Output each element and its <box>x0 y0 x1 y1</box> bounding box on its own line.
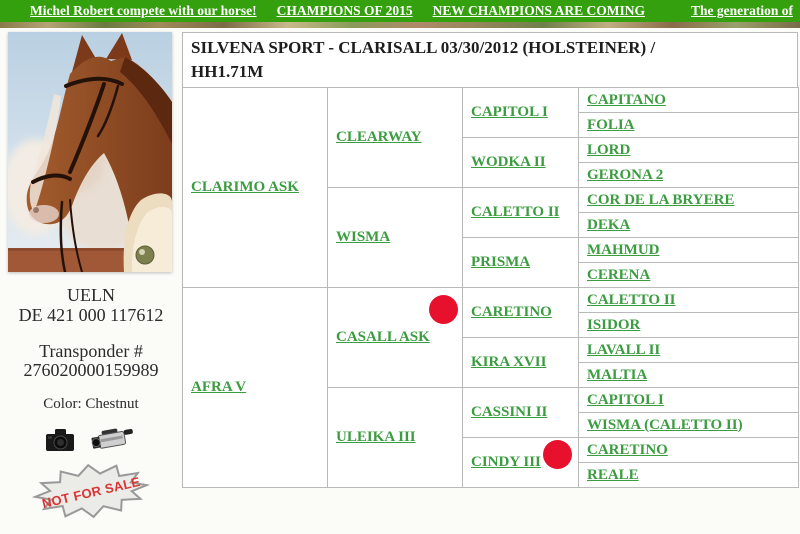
transponder-label: Transponder # <box>39 341 143 361</box>
pedigree-link[interactable]: WISMA <box>336 229 391 245</box>
cell-gen3: CARETINO <box>462 287 579 338</box>
pedigree-link[interactable]: LORD <box>587 141 631 158</box>
page-title: SILVENA SPORT - CLARISALL 03/30/2012 (HO… <box>182 32 798 88</box>
cell-gen4: DEKA <box>578 212 799 238</box>
pedigree-link[interactable]: FOLIA <box>587 116 635 133</box>
cell-gen3: CASSINI II <box>462 387 579 438</box>
cell-gen3: CAPITOL I <box>462 87 579 138</box>
cell-gen4: LORD <box>578 137 799 163</box>
cell-gen4: GERONA 2 <box>578 162 799 188</box>
pedigree-link[interactable]: COR DE LA BRYERE <box>587 191 735 208</box>
pedigree-link[interactable]: CASALL ASK <box>336 329 430 345</box>
pedigree-link[interactable]: CLEARWAY <box>336 129 422 145</box>
cell-gen4: FOLIA <box>578 112 799 138</box>
pedigree-row: ULEIKA III CASSINI II CAPITOL I <box>183 387 799 488</box>
pedigree-link[interactable]: LAVALL II <box>587 341 661 358</box>
cell-gen4: LAVALL II <box>578 337 799 363</box>
pedigree-table: CLARIMO ASK CLEARWAY CAPITOL I CAPITANO … <box>182 87 799 488</box>
pedigree-link[interactable]: CARETINO <box>587 441 668 458</box>
not-for-sale-stamp: NOT FOR SALE <box>29 457 152 527</box>
cell-gen4: CALETTO II <box>578 287 799 313</box>
cell-gen4: CARETINO <box>578 437 799 463</box>
page-title-line2: HH1.71M <box>191 62 264 81</box>
cell-gen4: CAPITANO <box>578 87 799 113</box>
nav-link-champions-2015[interactable]: CHAMPIONS OF 2015 <box>276 3 413 18</box>
pedigree-link[interactable]: GERONA 2 <box>587 166 664 183</box>
banner-photo-strip <box>0 22 800 28</box>
pedigree-row: CLARIMO ASK CLEARWAY CAPITOL I CAPITANO <box>182 87 799 288</box>
cell-gen4: REALE <box>578 462 799 488</box>
pedigree-link[interactable]: CASSINI II <box>471 404 548 420</box>
pedigree-link[interactable]: KIRA XVII <box>471 354 547 370</box>
pedigree-link[interactable]: PRISMA <box>471 254 531 270</box>
pedigree-link[interactable]: WISMA (CALETTO II) <box>587 416 743 433</box>
pedigree-row: FOLIA <box>183 112 799 138</box>
media-icons <box>8 425 174 459</box>
pedigree-link[interactable]: REALE <box>587 466 639 483</box>
pedigree-link[interactable]: CERENA <box>587 266 651 283</box>
cell-gen2: CLEARWAY <box>327 87 463 188</box>
cell-gen4: MAHMUD <box>578 237 799 263</box>
cell-gen3: KIRA XVII <box>462 337 579 388</box>
horse-info-sidebar: UELN DE 421 000 117612 Transponder # 276… <box>8 32 174 521</box>
pedigree-row: WISMA (CALETTO II) <box>183 412 799 438</box>
ueln-value: DE 421 000 117612 <box>18 305 164 325</box>
pedigree-link[interactable]: CALETTO II <box>587 291 676 308</box>
cell-gen2-casall-ask: CASALL ASK <box>327 287 463 388</box>
pedigree-row: ISIDOR <box>183 312 799 338</box>
pedigree-link[interactable]: WODKA II <box>471 154 546 170</box>
cell-gen3: CALETTO II <box>462 187 579 238</box>
cell-gen4: ISIDOR <box>578 312 799 338</box>
top-nav-bar: Michel Robert compete with our horse! CH… <box>0 0 800 22</box>
cell-gen4: COR DE LA BRYERE <box>578 187 799 213</box>
nav-link-new-champions[interactable]: NEW CHAMPIONS ARE COMING <box>432 3 645 18</box>
pedigree-row: AFRA V CASALL ASK CARETINO CALETTO II <box>182 287 799 488</box>
pedigree-row: WISMA CALETTO II COR DE LA BRYERE <box>183 187 799 288</box>
nav-link-generation[interactable]: The generation of <box>690 3 793 18</box>
nav-link-michel-robert[interactable]: Michel Robert compete with our horse! <box>30 3 257 18</box>
horse <box>26 33 172 272</box>
pedigree-link[interactable]: ISIDOR <box>587 316 641 333</box>
pedigree-row: REALE <box>183 462 799 488</box>
pedigree-link[interactable]: CAPITANO <box>587 91 666 108</box>
red-dot-marker <box>429 295 458 324</box>
photo-camera-icon[interactable] <box>45 427 75 458</box>
horse-photo <box>8 32 172 272</box>
pedigree-row: CERENA <box>183 262 799 288</box>
pedigree-link[interactable]: MAHMUD <box>587 241 660 258</box>
cell-gen4: MALTIA <box>578 362 799 388</box>
pedigree-link[interactable]: ULEIKA III <box>336 429 416 445</box>
cell-gen4: CAPITOL I <box>578 387 799 413</box>
pedigree-link[interactable]: CAPITOL I <box>587 391 664 408</box>
cell-dam: AFRA V <box>182 287 328 488</box>
cell-gen3-cindy-iii: CINDY III <box>462 437 579 488</box>
pedigree-link[interactable]: CINDY III <box>471 454 541 470</box>
page-title-line1: SILVENA SPORT - CLARISALL 03/30/2012 (HO… <box>191 38 656 57</box>
not-for-sale-text: NOT FOR SALE <box>40 473 142 511</box>
cell-gen4: CERENA <box>578 262 799 288</box>
pedigree-link[interactable]: DEKA <box>587 216 631 233</box>
cell-gen4: WISMA (CALETTO II) <box>578 412 799 438</box>
pedigree-link[interactable]: CARETINO <box>471 304 552 320</box>
pedigree-panel: SILVENA SPORT - CLARISALL 03/30/2012 (HO… <box>182 32 799 488</box>
page: Michel Robert compete with our horse! CH… <box>0 0 800 519</box>
cell-gen3: PRISMA <box>462 237 579 288</box>
pedigree-link[interactable]: MALTIA <box>587 366 648 383</box>
cell-gen3: WODKA II <box>462 137 579 188</box>
ueln-label: UELN <box>67 285 115 305</box>
red-dot-marker <box>543 440 572 469</box>
cell-gen2: WISMA <box>327 187 463 288</box>
cell-sire: CLARIMO ASK <box>182 87 328 288</box>
horse-color-label: Color: Chestnut <box>43 396 139 412</box>
pedigree-link-dam[interactable]: AFRA V <box>191 379 247 395</box>
pedigree-link[interactable]: CAPITOL I <box>471 104 548 120</box>
video-camera-icon[interactable] <box>91 424 137 461</box>
pedigree-row: DEKA <box>183 212 799 238</box>
transponder-value: 276020000159989 <box>23 360 159 380</box>
cell-gen2: ULEIKA III <box>327 387 463 488</box>
bridle <box>31 77 124 272</box>
pedigree-link-sire[interactable]: CLARIMO ASK <box>191 179 299 195</box>
pedigree-link[interactable]: CALETTO II <box>471 204 560 220</box>
